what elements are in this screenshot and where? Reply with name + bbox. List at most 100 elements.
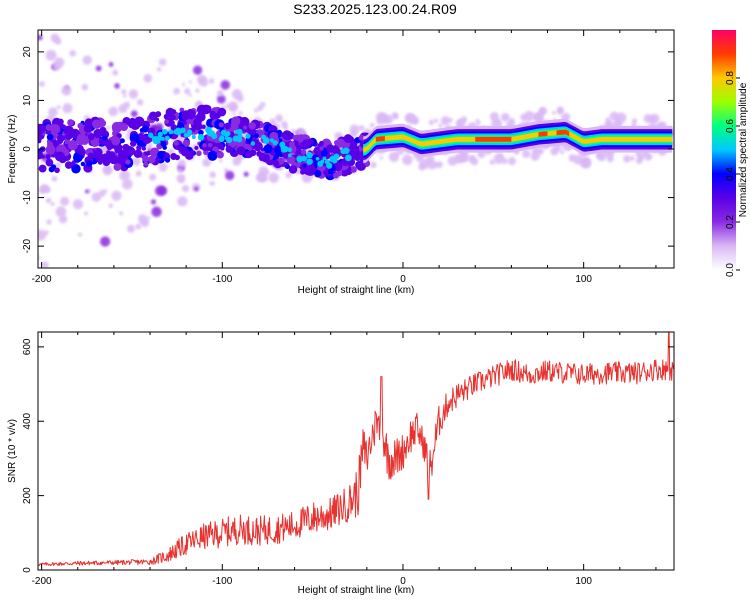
heat-core-blob <box>358 134 365 141</box>
heat-core-blob <box>225 145 233 153</box>
heat-core-blob <box>67 119 74 126</box>
heat-halo-blob <box>95 65 102 72</box>
heat-halo-blob <box>254 108 259 113</box>
heat-core-blob <box>182 139 191 147</box>
heat-halo-blob <box>181 184 190 193</box>
y-tick-label: -10 <box>22 190 33 205</box>
heat-core-blob <box>248 122 256 130</box>
heat-halo-blob <box>194 186 199 191</box>
heat-core-blob <box>45 154 51 160</box>
heat-halo-blob <box>98 189 106 197</box>
heat-core-blob <box>302 163 307 168</box>
heat-halo-blob <box>72 198 84 210</box>
heat-halo-blob <box>114 83 120 89</box>
heat-core-blob <box>157 150 166 160</box>
colorbar-tick-label: 0.0 <box>725 263 736 277</box>
spectrogram-heat-layer <box>38 33 674 268</box>
heat-core-blob <box>350 147 360 157</box>
heat-core-blob <box>96 156 101 162</box>
heat-halo-blob <box>285 171 292 179</box>
colorbar-tick-label: 0.2 <box>725 215 736 229</box>
heat-core-blob <box>130 140 137 147</box>
heat-halo-blob <box>358 125 365 131</box>
heat-halo-blob <box>46 219 52 225</box>
heat-core-blob <box>260 152 265 157</box>
snr-y-label: SNR (10 * v/v) <box>7 419 18 483</box>
heat-core-blob <box>40 154 45 159</box>
heat-core-blob <box>185 109 196 120</box>
heat-peak-blob <box>148 132 154 138</box>
heat-halo-blob <box>135 170 142 177</box>
heat-halo-blob <box>537 112 544 118</box>
heat-halo-blob <box>158 58 167 66</box>
heat-halo-blob <box>177 159 186 168</box>
heat-halo-blob <box>50 33 60 43</box>
heat-halo-blob <box>188 80 192 84</box>
heat-halo-blob <box>236 94 244 102</box>
heat-core-blob <box>202 143 207 148</box>
heat-peak-blob <box>296 156 303 163</box>
heat-core-blob <box>149 147 160 158</box>
heat-core-blob <box>56 137 64 145</box>
heat-core-blob <box>171 109 177 115</box>
heat-halo-blob <box>136 99 144 106</box>
heat-halo-blob <box>156 67 162 72</box>
heat-halo-blob <box>209 171 216 178</box>
heat-peak-blob <box>306 158 313 165</box>
heat-peak-blob <box>236 128 243 135</box>
heat-core-blob <box>350 166 357 173</box>
x-tick-label: 0 <box>400 274 406 285</box>
heat-halo-blob <box>220 80 231 90</box>
heat-halo-blob <box>81 83 89 91</box>
spectrogram-x-label: Height of straight line (km) <box>298 285 415 296</box>
heat-halo-blob <box>158 162 168 172</box>
heat-halo-blob <box>623 155 631 163</box>
heat-halo-blob <box>496 119 500 124</box>
heat-halo-blob <box>131 157 141 166</box>
heat-halo-blob <box>522 149 531 159</box>
heat-core-blob <box>302 139 312 149</box>
heat-core-blob <box>57 118 64 126</box>
heat-halo-blob <box>198 76 209 87</box>
heat-peak-blob <box>160 136 165 141</box>
heat-halo-blob <box>232 156 242 166</box>
heat-halo-blob <box>268 172 280 184</box>
heat-halo-blob <box>209 181 213 186</box>
heat-core-blob <box>343 134 353 144</box>
heat-core-blob <box>288 165 298 174</box>
heat-halo-blob <box>238 111 243 116</box>
heat-core-blob <box>193 118 202 127</box>
heat-halo-blob <box>39 81 45 87</box>
heat-halo-blob <box>428 119 434 126</box>
heat-core-blob <box>207 150 218 161</box>
heat-core-blob <box>83 124 93 133</box>
heat-halo-blob <box>379 156 384 160</box>
heat-core-blob <box>326 144 335 153</box>
heat-halo-blob <box>557 106 564 114</box>
heat-peak-blob <box>262 137 270 144</box>
heat-core-blob <box>231 116 241 126</box>
heat-core-blob <box>141 146 147 151</box>
snr-panel: -200 -100 0 100 0 200 400 600 Height of straigh… <box>7 331 675 596</box>
heat-halo-blob <box>146 142 153 149</box>
heat-halo-blob <box>123 94 127 98</box>
heat-core-blob <box>344 169 349 174</box>
heat-core-blob <box>356 160 367 171</box>
colorbar-fill <box>712 30 736 270</box>
heat-halo-blob <box>489 159 496 165</box>
heat-halo-blob <box>493 153 505 164</box>
heat-core-blob <box>106 144 113 151</box>
heat-peak-blob <box>280 145 286 151</box>
snr-ticks: -200 -100 0 100 0 200 400 600 <box>22 332 674 587</box>
heat-peak-blob <box>272 140 278 146</box>
heat-peak-blob <box>315 156 320 161</box>
heat-halo-blob <box>637 153 645 161</box>
heat-core-blob <box>139 127 145 133</box>
heat-halo-blob <box>596 151 607 162</box>
heat-core-blob <box>70 161 75 166</box>
heat-core-blob <box>102 135 108 141</box>
heat-core-blob <box>272 160 280 167</box>
heat-core-blob <box>286 155 296 165</box>
